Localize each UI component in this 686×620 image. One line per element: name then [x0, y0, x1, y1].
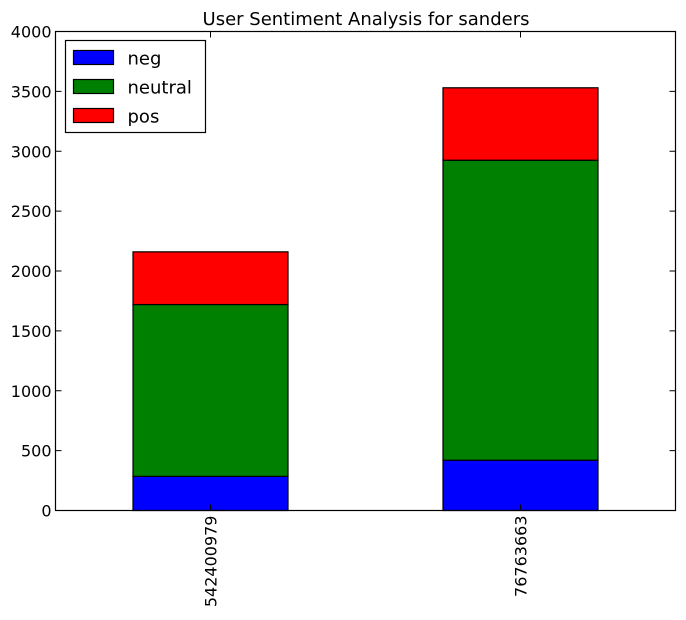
- x-tick-label: 542400979: [202, 516, 221, 608]
- y-tick-label: 3000: [11, 142, 52, 161]
- bar-neg-76763663: [442, 459, 599, 512]
- y-tick-label: 4000: [11, 23, 52, 42]
- y-tick-label: 1500: [11, 322, 52, 341]
- bar-neutral-542400979: [132, 303, 289, 477]
- y-tick-label: 500: [21, 442, 52, 461]
- y-tick-label: 2000: [11, 262, 52, 281]
- legend-swatch-pos: [72, 107, 115, 124]
- bars-group: [132, 87, 599, 512]
- y-tick-label: 1000: [11, 382, 52, 401]
- legend-swatch-neutral: [72, 78, 115, 95]
- bar-neutral-76763663: [442, 159, 599, 461]
- x-tick-label: 76763663: [512, 516, 531, 597]
- y-tick-label: 3500: [11, 82, 52, 101]
- chart-title: User Sentiment Analysis for sanders: [203, 9, 530, 30]
- legend-label-neg: neg: [128, 49, 162, 70]
- bar-pos-76763663: [442, 87, 599, 161]
- legend-label-neutral: neutral: [128, 78, 192, 99]
- legend-swatch-neg: [72, 49, 115, 66]
- legend-label-pos: pos: [128, 107, 160, 128]
- y-tick-label: 2500: [11, 202, 52, 221]
- y-axis: 0 500 1000 1500 2000 2500 3000 3500 4000: [11, 23, 676, 521]
- legend: neg neutral pos: [64, 39, 207, 134]
- y-tick-label: 0: [41, 502, 51, 521]
- x-axis: 542400979 76763663: [202, 31, 531, 608]
- bar-pos-542400979: [132, 251, 289, 306]
